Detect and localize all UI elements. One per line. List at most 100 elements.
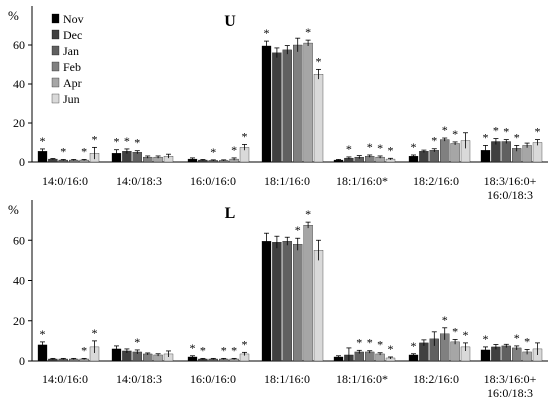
significance-marker: * bbox=[377, 141, 383, 155]
y-tick-label: 40 bbox=[13, 274, 25, 288]
significance-marker: * bbox=[483, 130, 489, 144]
significance-marker: * bbox=[524, 335, 530, 349]
panel-title: L bbox=[225, 205, 236, 222]
bar bbox=[313, 74, 324, 163]
y-tick-label: 0 bbox=[19, 155, 25, 169]
legend-label: Dec bbox=[63, 28, 82, 42]
panel-title: U bbox=[224, 13, 236, 30]
legend: Nov Dec Jan Feb Apr Jun bbox=[51, 12, 84, 106]
legend-swatch bbox=[51, 29, 60, 40]
significance-marker: * bbox=[452, 324, 458, 338]
significance-marker: * bbox=[305, 207, 311, 221]
significance-marker: * bbox=[81, 343, 87, 357]
bar bbox=[522, 145, 532, 163]
significance-marker: * bbox=[264, 26, 270, 40]
bar bbox=[450, 341, 460, 362]
significance-marker: * bbox=[503, 125, 509, 139]
significance-marker: * bbox=[452, 127, 458, 141]
bar bbox=[272, 52, 282, 163]
significance-marker: * bbox=[40, 327, 46, 341]
x-tick-label: 18:1/16:0* bbox=[336, 372, 388, 386]
significance-marker: * bbox=[295, 223, 301, 237]
significance-marker: * bbox=[442, 123, 448, 137]
legend-swatch bbox=[51, 45, 60, 56]
x-tick-label: 18:3/16:0+ bbox=[484, 372, 537, 386]
significance-marker: * bbox=[493, 124, 499, 138]
chart-panel-l: % 0 20 40 60 L * * * * * * * * * * * * * * * * * * * * * * 14:0/16:0… bbox=[8, 200, 548, 400]
bar bbox=[261, 241, 272, 362]
x-tick-label: 18:1/16:0 bbox=[264, 372, 310, 386]
bar bbox=[501, 345, 511, 362]
significance-marker: * bbox=[377, 338, 383, 352]
x-tick-label: 14:0/16:0 bbox=[42, 174, 88, 188]
significance-marker: * bbox=[92, 132, 98, 146]
significance-marker: * bbox=[431, 134, 437, 148]
significance-marker: * bbox=[81, 144, 87, 158]
bar bbox=[143, 353, 153, 362]
bar bbox=[293, 244, 303, 362]
legend-label: Jan bbox=[63, 44, 79, 58]
bar bbox=[282, 241, 292, 362]
bar bbox=[429, 150, 439, 163]
chart-panel-u: % 0 20 40 60 U * * * * * * * * * * * * * * * * * * * * * * * * * * 14:0/… bbox=[8, 6, 548, 202]
significance-marker: * bbox=[231, 343, 237, 357]
significance-marker: * bbox=[514, 331, 520, 345]
significance-marker: * bbox=[210, 145, 216, 159]
significance-marker: * bbox=[92, 326, 98, 340]
significance-marker: * bbox=[483, 332, 489, 346]
x-tick-label: 18:2/16:0 bbox=[413, 174, 459, 188]
significance-marker: * bbox=[388, 143, 394, 157]
bar bbox=[293, 44, 303, 163]
y-tick-label: 20 bbox=[13, 314, 25, 328]
x-tick-label: 16:0/16:0 bbox=[190, 174, 236, 188]
significance-marker: * bbox=[190, 341, 196, 355]
y-axis-label: % bbox=[8, 202, 19, 217]
bar bbox=[501, 141, 511, 163]
significance-marker: * bbox=[442, 313, 448, 327]
significance-marker: * bbox=[535, 125, 541, 139]
legend-label: Nov bbox=[63, 12, 84, 26]
y-tick-label: 20 bbox=[13, 116, 25, 130]
legend-label: Jun bbox=[63, 92, 80, 106]
bar bbox=[282, 49, 292, 163]
legend-swatch bbox=[51, 61, 60, 72]
x-tick-label: 14:0/18:3 bbox=[116, 372, 162, 386]
x-tick-label: 16:0/18:3 bbox=[487, 386, 533, 400]
x-tick-label: 18:2/16:0 bbox=[413, 372, 459, 386]
significance-marker: * bbox=[242, 129, 248, 143]
significance-marker: * bbox=[316, 54, 322, 68]
y-tick-label: 0 bbox=[19, 354, 25, 368]
significance-marker: * bbox=[242, 337, 248, 351]
significance-marker: * bbox=[200, 343, 206, 357]
significance-marker: * bbox=[114, 135, 120, 149]
significance-marker: * bbox=[40, 134, 46, 148]
significance-marker: * bbox=[388, 342, 394, 356]
bar bbox=[450, 143, 460, 163]
legend-label: Feb bbox=[63, 60, 81, 74]
bar bbox=[365, 351, 375, 362]
x-tick-label: 18:3/16:0+ bbox=[484, 174, 537, 188]
legend-swatch bbox=[51, 13, 60, 24]
significance-marker: * bbox=[305, 25, 311, 39]
y-axis-label: % bbox=[8, 8, 19, 23]
x-tick-label: 14:0/16:0 bbox=[42, 372, 88, 386]
x-tick-label: 16:0/18:3 bbox=[487, 188, 533, 202]
bar bbox=[303, 225, 313, 362]
legend-label: Apr bbox=[63, 76, 82, 90]
significance-marker: * bbox=[221, 343, 227, 357]
x-tick-label: 16:0/16:0 bbox=[190, 372, 236, 386]
x-tick-label: 18:1/16:0 bbox=[264, 174, 310, 188]
y-tick-label: 60 bbox=[13, 233, 25, 247]
x-tick-label: 18:1/16:0* bbox=[336, 174, 388, 188]
significance-marker: * bbox=[346, 142, 352, 156]
significance-marker: * bbox=[411, 140, 417, 154]
x-tick-label: 14:0/18:3 bbox=[116, 174, 162, 188]
bar bbox=[261, 45, 272, 163]
significance-marker: * bbox=[463, 328, 469, 342]
legend-swatch bbox=[51, 93, 60, 104]
bar bbox=[303, 42, 313, 163]
significance-marker: * bbox=[60, 144, 66, 158]
bar bbox=[272, 242, 282, 362]
significance-marker: * bbox=[356, 335, 362, 349]
